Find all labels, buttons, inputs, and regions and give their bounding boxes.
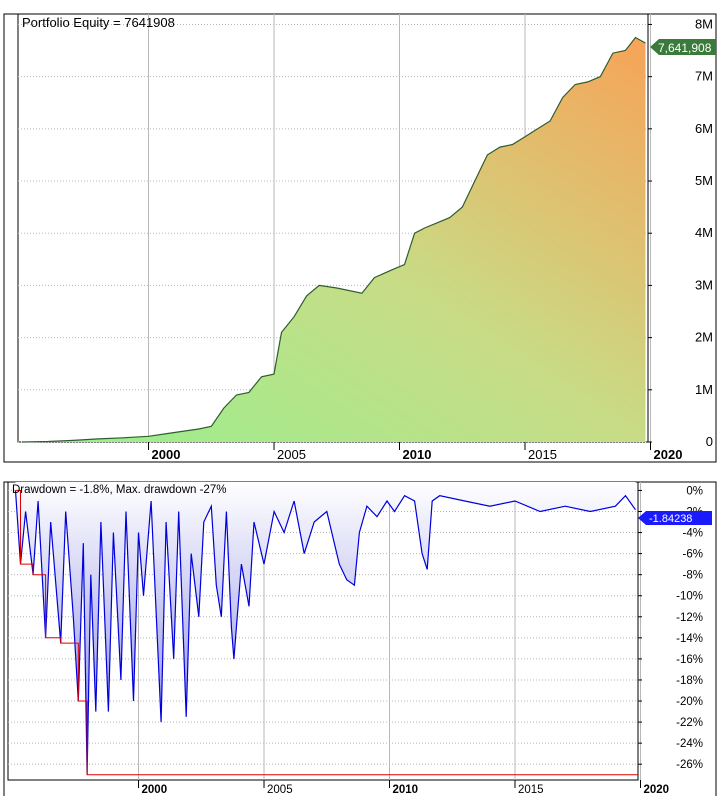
drawdown-area bbox=[15, 482, 636, 775]
equity-axis-frame bbox=[3, 13, 717, 463]
drawdown-y-axis: 0%-2%-4%-6%-8%-10%-12%-14%-16%-18%-20%-2… bbox=[638, 485, 703, 771]
y-tick-label: 5M bbox=[695, 173, 713, 188]
x-tick-label: 2010 bbox=[403, 447, 432, 462]
x-tick-label: 2000 bbox=[142, 784, 168, 796]
y-tick-label: -20% bbox=[676, 696, 703, 708]
equity-chart-panel: 0 1M 2M 3M 4M 5M 6M 7M 8M 2000 2005 2010 2015 2020 P… bbox=[3, 13, 717, 463]
x-tick-label: 2000 bbox=[152, 447, 181, 462]
y-tick-label: 0% bbox=[686, 485, 703, 497]
y-tick-label: 6M bbox=[695, 121, 713, 136]
y-tick-label: 4M bbox=[695, 225, 713, 240]
drawdown-last-value-marker bbox=[638, 511, 712, 525]
drawdown-last-value-label: -1.84238 bbox=[649, 513, 692, 525]
y-tick-label: -10% bbox=[676, 591, 703, 603]
y-tick-label: 8M bbox=[695, 16, 713, 31]
equity-y-axis: 0 1M 2M 3M 4M 5M 6M 7M 8M bbox=[648, 16, 713, 449]
y-tick-label: -12% bbox=[676, 612, 703, 624]
y-tick-label: -26% bbox=[676, 759, 703, 771]
y-tick-label: -14% bbox=[676, 633, 703, 645]
x-tick-label: 2015 bbox=[518, 784, 544, 796]
equity-line bbox=[22, 36, 646, 443]
drawdown-chart-panel: 0%-2%-4%-6%-8%-10%-12%-14%-16%-18%-20%-2… bbox=[3, 481, 717, 796]
x-tick-label: 2005 bbox=[277, 447, 306, 462]
y-tick-label: 3M bbox=[695, 277, 713, 292]
x-tick-label: 2010 bbox=[393, 784, 419, 796]
drawdown-title: Drawdown = -1.8%, Max. drawdown -27% bbox=[12, 484, 226, 496]
x-tick-label: 2020 bbox=[644, 784, 670, 796]
y-tick-label: -24% bbox=[676, 738, 703, 750]
y-tick-label: -18% bbox=[676, 675, 703, 687]
drawdown-x-axis: 2000 2005 2010 2015 2020 bbox=[138, 780, 670, 796]
y-tick-label: 0 bbox=[706, 434, 713, 449]
y-tick-label: 7M bbox=[695, 69, 713, 84]
y-tick-label: -4% bbox=[683, 528, 703, 540]
x-tick-label: 2005 bbox=[267, 784, 293, 796]
y-tick-label: -6% bbox=[683, 549, 703, 561]
y-tick-label: -16% bbox=[676, 654, 703, 666]
equity-x-axis: 2000 2005 2010 2015 2020 bbox=[148, 442, 683, 462]
equity-title: Portfolio Equity = 7641908 bbox=[22, 15, 175, 30]
x-tick-label: 2020 bbox=[654, 447, 683, 462]
y-tick-label: -22% bbox=[676, 717, 703, 729]
max-drawdown-line bbox=[15, 489, 638, 776]
drawdown-line bbox=[14, 490, 636, 775]
y-tick-label: 2M bbox=[695, 330, 713, 345]
equity-area bbox=[23, 37, 646, 442]
x-tick-label: 2015 bbox=[528, 447, 557, 462]
y-tick-label: 1M bbox=[695, 382, 713, 397]
equity-last-value-marker bbox=[650, 39, 716, 55]
y-tick-label: -8% bbox=[683, 570, 703, 582]
equity-last-value-label: 7,641,908 bbox=[658, 41, 712, 55]
